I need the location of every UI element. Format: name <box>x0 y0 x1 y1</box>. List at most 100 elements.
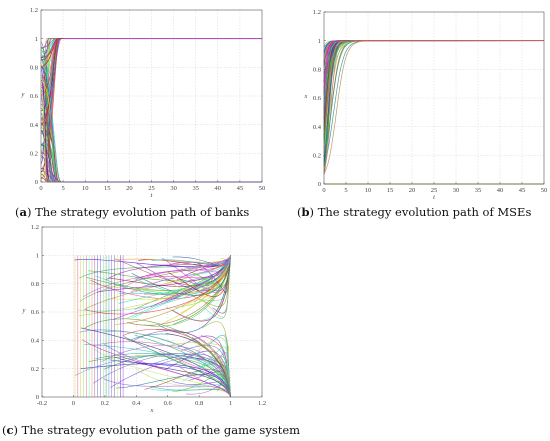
y-tick-label: 0.4 <box>313 124 322 131</box>
x-tick-label: 0.8 <box>195 400 203 407</box>
trajectory-line <box>126 255 231 326</box>
y-tick-label: 1 <box>36 253 39 260</box>
trajectory-line <box>323 40 545 109</box>
x-tick-label: 5 <box>344 187 347 194</box>
y-axis-label: y <box>22 307 26 314</box>
trajectory-line <box>323 40 545 83</box>
trajectory-line <box>74 255 231 268</box>
trajectory-line <box>168 342 231 398</box>
trajectory-line <box>323 40 545 126</box>
x-tick-label: 25 <box>431 187 438 194</box>
x-tick-label: 45 <box>237 185 244 192</box>
panel-c-game-system: -0.2 0 0.2 0.4 0.6 0.8 1 1.200.20.40.60.811.2xy <box>22 224 267 414</box>
x-tick-label: 40 <box>215 185 222 192</box>
caption-c: (c) The strategy evolution path of the g… <box>2 423 301 437</box>
y-tick-label: 0.2 <box>30 151 38 158</box>
x-tick-label: 0.4 <box>132 400 141 407</box>
panel-a-banks: 0 5 10 15 20 25 30 35 40 45 50 0 0.2 0.4 0.6 0.8 1 1.2 t y <box>21 7 266 199</box>
y-tick-label: 0.8 <box>31 281 39 288</box>
trajectory-line <box>159 350 231 398</box>
y-tick-label: 1.2 <box>31 224 39 231</box>
y-tick-label: 1.2 <box>313 9 321 16</box>
caption-b-label: b <box>301 205 310 219</box>
trajectory-line <box>131 330 231 398</box>
x-tick-label: 5 <box>61 185 64 192</box>
x-tick-label: 10 <box>365 187 372 194</box>
y-tick-label: 0.6 <box>30 93 39 100</box>
x-tick-label: 0.2 <box>101 400 109 407</box>
y-tick-label: 0.4 <box>31 338 40 345</box>
x-tick-label: 0.6 <box>164 400 173 407</box>
trajectory-line <box>40 130 262 183</box>
trajectory-line <box>40 38 262 125</box>
y-tick-label: 0.6 <box>31 309 40 316</box>
caption-b: (b) The strategy evolution path of MSEs <box>297 205 532 219</box>
y-tick-label: 0.8 <box>313 67 321 74</box>
trajectory-line <box>323 40 545 161</box>
trajectory-line <box>40 38 262 50</box>
x-tick-label: 0 <box>72 400 75 407</box>
trajectory-line <box>40 103 262 183</box>
x-tick-label: 0 <box>322 187 325 194</box>
trajectory-line <box>40 112 262 183</box>
x-axis-label: t <box>151 192 153 199</box>
trajectory-line <box>40 38 262 49</box>
x-tick-label: 15 <box>387 187 394 194</box>
trajectory-line <box>88 255 231 282</box>
y-tick-label: 0 <box>36 394 39 401</box>
trajectory-line <box>40 38 262 58</box>
x-tick-label: 1 <box>229 400 232 407</box>
y-tick-label: 0 <box>35 179 38 186</box>
trajectory-line <box>323 40 545 127</box>
x-tick-label: 45 <box>519 187 526 194</box>
trajectory-line <box>85 255 231 315</box>
x-tick-label: 1.2 <box>258 400 266 407</box>
caption-a-text: The strategy evolution path of banks <box>35 205 250 219</box>
y-tick-label: 0.8 <box>30 65 38 72</box>
x-tick-label: 0 <box>39 185 42 192</box>
y-tick-label: 1.2 <box>30 7 38 14</box>
trajectory-line <box>104 344 231 398</box>
caption-a-label: a <box>19 205 27 219</box>
caption-c-text: The strategy evolution path of the game … <box>21 423 301 437</box>
trajectory-line <box>323 40 545 162</box>
trajectory-line <box>123 336 231 398</box>
y-tick-label: 0.4 <box>30 122 39 129</box>
trajectory-line <box>40 66 262 183</box>
y-tick-label: 1 <box>318 38 321 45</box>
y-axis-label: y <box>21 91 25 98</box>
x-tick-label: 35 <box>192 185 199 192</box>
x-tick-label: 35 <box>475 187 482 194</box>
trajectory-line <box>40 38 262 145</box>
trajectory-line <box>112 255 231 320</box>
trajectory-line <box>323 40 545 66</box>
x-axis-label: t <box>433 194 435 201</box>
trajectory-line <box>207 335 231 398</box>
trajectory-line <box>323 40 545 60</box>
trajectory-line <box>323 40 545 145</box>
x-tick-label: 15 <box>104 185 111 192</box>
caption-b-text: The strategy evolution path of MSEs <box>317 205 532 219</box>
trajectory-line <box>40 68 262 183</box>
y-tick-label: 0.2 <box>31 366 39 373</box>
trajectory-line <box>130 255 231 293</box>
y-tick-label: 0.2 <box>313 153 321 160</box>
trajectory-line <box>115 374 231 398</box>
y-tick-label: 1 <box>35 36 38 43</box>
panel-b-mses: 0 5 10 15 20 25 30 35 40 45 50 0 0.2 0.4 0.6 0.8 1 1.2 t x <box>304 9 548 201</box>
x-tick-label: 20 <box>409 187 416 194</box>
trajectory-line <box>40 38 262 170</box>
x-axis-label: x <box>150 407 154 414</box>
trajectory-line <box>158 255 231 333</box>
x-tick-label: 20 <box>126 185 133 192</box>
trajectory-line <box>323 40 545 175</box>
caption-c-label: c <box>6 423 14 437</box>
y-tick-label: 0 <box>318 181 321 188</box>
x-tick-label: 10 <box>82 185 89 192</box>
caption-a: (a) The strategy evolution path of banks <box>15 205 250 219</box>
trajectory-line <box>78 255 231 312</box>
y-axis-label: x <box>304 93 308 100</box>
trajectory-line <box>323 40 545 167</box>
y-tick-label: 0.6 <box>313 95 322 102</box>
